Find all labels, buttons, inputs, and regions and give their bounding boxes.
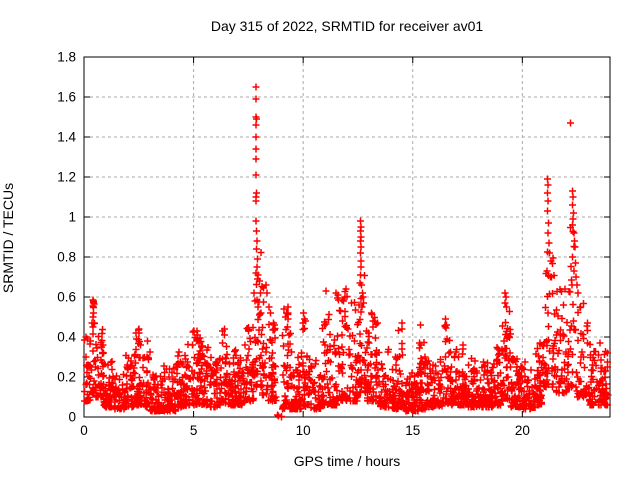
scatter-points (81, 83, 612, 421)
x-tick-label: 15 (405, 423, 420, 438)
y-tick-label: 0.4 (57, 330, 76, 345)
x-tick-label: 20 (515, 423, 530, 438)
y-tick-label: 1.8 (57, 50, 76, 65)
plot-border (83, 56, 611, 418)
y-tick-label: 1.4 (57, 130, 76, 145)
gridlines (84, 57, 610, 417)
y-tick-label: 0.2 (57, 370, 76, 385)
y-tick-label: 0.6 (57, 290, 76, 305)
tick-labels: 0 5 10 15 20 0 0.2 0.4 0.6 0.8 1 1.2 1.4 1.6 1.8 (57, 50, 530, 439)
y-axis-label: SRMTID / TECUs (0, 182, 16, 294)
x-axis-label: GPS time / hours (293, 453, 401, 469)
x-tick-label: 10 (296, 423, 311, 438)
chart-title: Day 315 of 2022, SRMTID for receiver av0… (210, 18, 484, 34)
x-tick-label: 5 (190, 423, 198, 438)
x-tick-label: 0 (80, 423, 88, 438)
y-tick-label: 1.6 (57, 90, 76, 105)
tick-marks (83, 56, 610, 418)
y-tick-label: 1.2 (57, 170, 76, 185)
y-tick-label: 0.8 (57, 250, 76, 265)
y-tick-label: 1 (68, 210, 76, 225)
y-tick-label: 0 (68, 410, 76, 425)
